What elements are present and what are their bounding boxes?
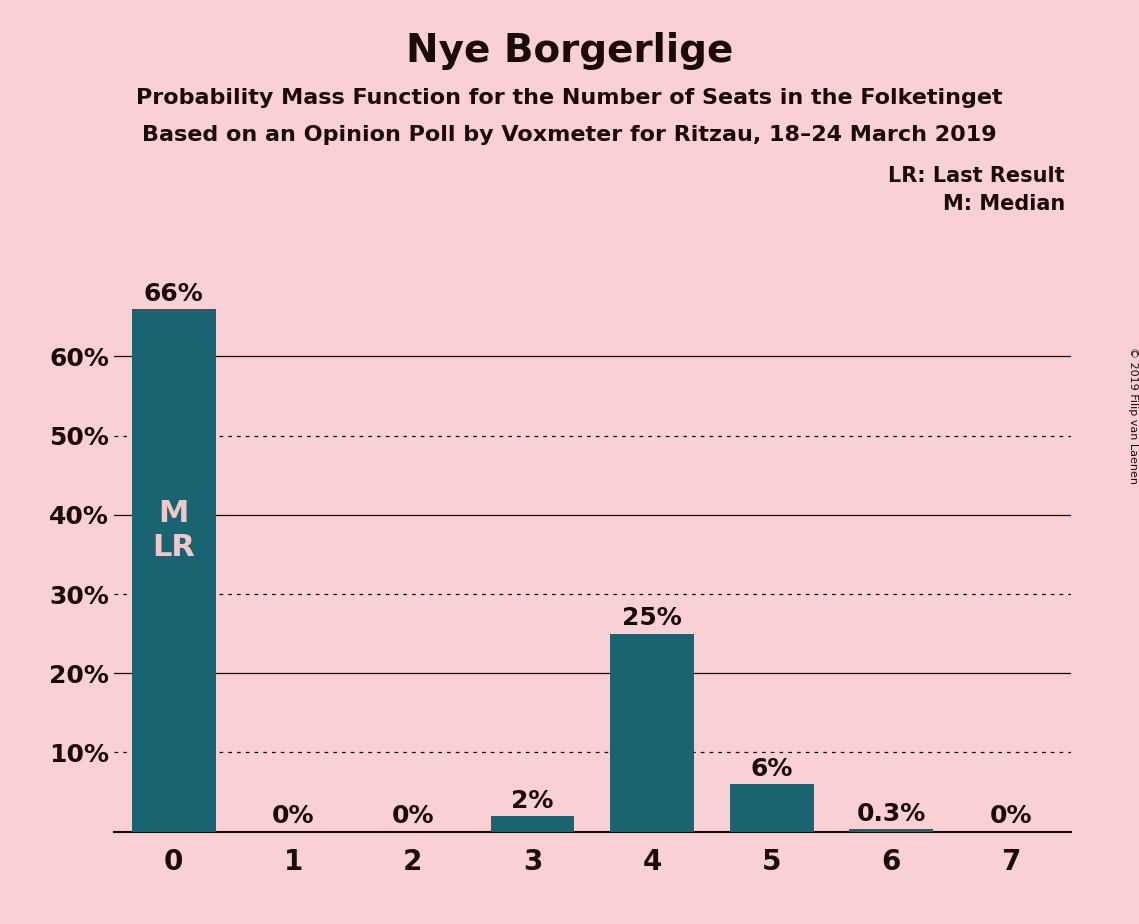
Text: 6%: 6%: [751, 757, 793, 781]
Text: 0%: 0%: [272, 805, 314, 829]
Bar: [850, 829, 933, 832]
Bar: [491, 816, 574, 832]
Text: Nye Borgerlige: Nye Borgerlige: [405, 32, 734, 70]
Text: M: Median: M: Median: [943, 194, 1065, 214]
Text: 66%: 66%: [144, 282, 204, 306]
Text: M
LR: M LR: [153, 499, 195, 562]
Bar: [611, 634, 694, 832]
Text: 0.3%: 0.3%: [857, 802, 926, 826]
Bar: [730, 784, 813, 832]
Text: 2%: 2%: [511, 788, 554, 812]
Text: LR: Last Result: LR: Last Result: [888, 166, 1065, 187]
Text: 0%: 0%: [990, 805, 1032, 829]
Text: Probability Mass Function for the Number of Seats in the Folketinget: Probability Mass Function for the Number…: [137, 88, 1002, 108]
Text: 0%: 0%: [392, 805, 434, 829]
Text: 25%: 25%: [622, 606, 682, 630]
Text: © 2019 Filip van Laenen: © 2019 Filip van Laenen: [1129, 347, 1138, 484]
Text: Based on an Opinion Poll by Voxmeter for Ritzau, 18–24 March 2019: Based on an Opinion Poll by Voxmeter for…: [142, 125, 997, 145]
Bar: [132, 309, 215, 832]
